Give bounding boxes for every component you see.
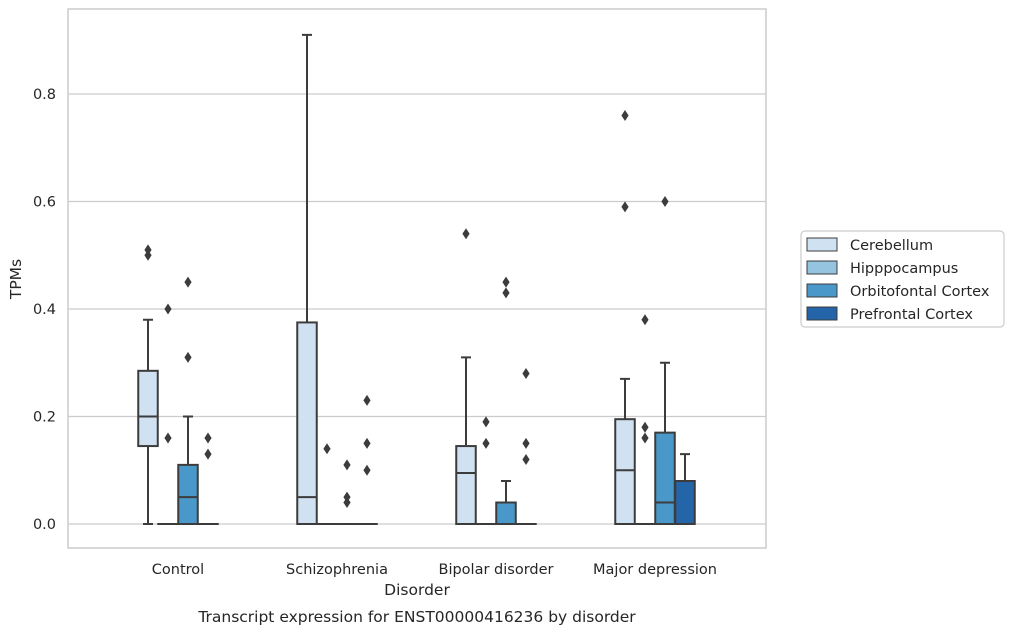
x-tick-label: Major depression	[593, 562, 717, 578]
outlier-point	[204, 448, 212, 460]
box-group	[137, 244, 159, 525]
box-group	[495, 276, 517, 525]
x-tick-label: Bipolar disorder	[439, 562, 554, 578]
y-tick-label: 0.2	[33, 410, 56, 426]
outlier-point	[323, 443, 331, 455]
legend-label: Hipppocampus	[850, 261, 958, 277]
box-group	[455, 228, 477, 525]
outlier-point	[462, 228, 470, 240]
y-tick-label: 0.0	[33, 517, 56, 533]
x-axis-label: Disorder	[384, 581, 450, 599]
outlier-point	[363, 464, 371, 476]
outlier-point	[164, 303, 172, 315]
box-group	[157, 303, 179, 526]
y-tick-label: 0.8	[33, 87, 56, 103]
legend-swatch	[806, 283, 838, 298]
y-axis-label: TPMs	[7, 259, 25, 300]
outlier-point	[621, 201, 629, 213]
box-body	[495, 501, 517, 525]
legend: Cerebellum Hipppocampus Orbitofontal Corte…	[800, 230, 1005, 328]
plot-border	[67, 8, 767, 549]
box-group	[654, 196, 676, 525]
legend-swatch	[806, 260, 838, 275]
chart-caption: Transcript expression for ENST0000041623…	[197, 608, 636, 626]
outlier-point	[184, 276, 192, 288]
plot-frame	[67, 8, 767, 549]
box-group	[316, 443, 338, 526]
outlier-point	[641, 421, 649, 433]
outlier-point	[363, 437, 371, 449]
outlier-point	[184, 351, 192, 363]
outlier-point	[621, 110, 629, 121]
outlier-point	[522, 368, 530, 379]
box-group	[197, 432, 219, 526]
outlier-point	[522, 437, 530, 449]
y-tick-label: 0.6	[33, 195, 56, 211]
box-group	[177, 276, 199, 525]
outlier-point	[502, 287, 510, 299]
outlier-point	[502, 276, 510, 288]
box-group	[634, 314, 656, 526]
box-body	[296, 321, 318, 525]
x-tick-label: Schizophrenia	[286, 562, 388, 578]
box-body	[455, 445, 477, 525]
box-plot-area	[137, 33, 696, 526]
box-group	[336, 459, 358, 526]
box-group	[515, 368, 537, 526]
box-group	[674, 453, 696, 525]
outlier-point	[343, 459, 351, 471]
box-group	[356, 394, 378, 526]
outlier-point	[641, 432, 649, 444]
box-group	[296, 33, 318, 525]
outlier-point	[343, 491, 351, 503]
y-axis-ticks: 0.0 0.2 0.4 0.6 0.8	[33, 87, 56, 533]
box-body	[674, 480, 696, 525]
x-tick-label: Control	[152, 562, 204, 578]
box-group	[614, 110, 636, 525]
box-body	[177, 463, 199, 525]
legend-label: Cerebellum	[850, 238, 933, 254]
outlier-point	[164, 432, 172, 444]
box-group	[475, 416, 497, 526]
box-body	[614, 418, 636, 525]
outlier-point	[482, 437, 490, 449]
box-body	[137, 369, 159, 448]
outlier-point	[144, 244, 152, 256]
legend-swatch	[806, 237, 838, 252]
outlier-point	[204, 432, 212, 444]
legend-box	[800, 230, 1005, 328]
box-body	[654, 431, 676, 525]
y-tick-label: 0.4	[33, 302, 56, 318]
legend-label: Orbitofontal Cortex	[850, 284, 990, 300]
outlier-point	[641, 314, 649, 326]
outlier-point	[522, 454, 530, 465]
outlier-point	[363, 394, 371, 406]
legend-label: Prefrontal Cortex	[850, 307, 973, 323]
outlier-point	[482, 416, 490, 428]
outlier-point	[661, 196, 669, 207]
legend-swatch	[806, 306, 838, 321]
x-axis-ticks: Control Schizophrenia Bipolar disorder Majo…	[152, 562, 717, 578]
